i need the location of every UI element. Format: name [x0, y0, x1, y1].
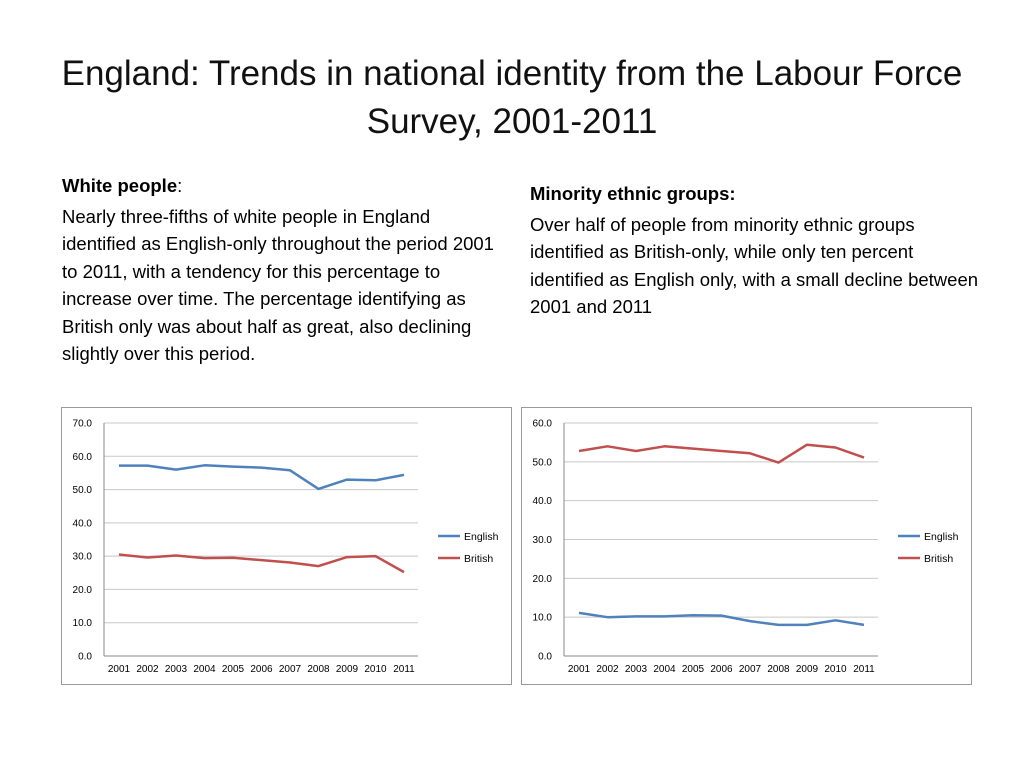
minority-ethnic-column: Minority ethnic groups: Over half of peo… [530, 180, 980, 321]
white-people-heading-line: White people: [62, 172, 502, 200]
minority-ethnic-chart-x-tick-label: 2003 [625, 664, 648, 675]
white-people-column: White people: Nearly three-fifths of whi… [62, 172, 502, 368]
minority-ethnic-heading-line: Minority ethnic groups: [530, 180, 980, 208]
minority-ethnic-chart-y-tick-label: 20.0 [533, 574, 553, 585]
white-people-chart-y-tick-label: 60.0 [73, 452, 93, 463]
minority-ethnic-chart-x-tick-label: 2005 [682, 664, 705, 675]
minority-ethnic-chart-svg: 0.0 10.0 20.0 30.0 40.0 50.0 60.0 2001 2002 2003 2… [533, 419, 959, 676]
white-people-chart-x-tick-label: 2007 [279, 664, 302, 675]
white-people-chart-x-tick-label: 2008 [307, 664, 330, 675]
minority-ethnic-text: Over half of people from minority ethnic… [530, 213, 979, 318]
minority-ethnic-chart-y-tick-label: 50.0 [533, 457, 553, 468]
white-people-heading: White people [62, 175, 178, 196]
white-people-text: Nearly three-fifths of white people in E… [62, 205, 494, 365]
minority-ethnic-chart-x-tick-label: 2011 [853, 664, 875, 675]
white-people-chart-x-tick-label: 2004 [193, 664, 216, 675]
white-people-chart: 0.0 10.0 20.0 30.0 40.0 50.0 60.0 70.0 2001 2002 2… [61, 407, 512, 685]
minority-ethnic-chart-x-tick-label: 2007 [739, 664, 762, 675]
white-people-chart-y-tick-label: 50.0 [73, 485, 93, 496]
white-people-chart-legend-english-label: English [464, 531, 499, 543]
minority-ethnic-chart-y-tick-label: 0.0 [538, 652, 552, 663]
minority-ethnic-chart-y-tick-label: 60.0 [533, 419, 553, 430]
white-people-chart-y-tick-label: 10.0 [73, 618, 93, 629]
white-people-chart-y-tick-label: 40.0 [73, 518, 93, 529]
minority-ethnic-chart-legend-english-label: English [924, 531, 959, 543]
white-people-chart-x-tick-label: 2011 [393, 664, 415, 675]
minority-ethnic-chart-x-tick-label: 2010 [824, 664, 847, 675]
white-people-chart-x-tick-label: 2006 [250, 664, 273, 675]
minority-ethnic-chart-x-tick-label: 2009 [796, 664, 819, 675]
minority-ethnic-heading: Minority ethnic groups: [530, 183, 736, 204]
white-people-chart-y-tick-label: 30.0 [73, 552, 93, 563]
white-people-chart-svg: 0.0 10.0 20.0 30.0 40.0 50.0 60.0 70.0 2001 2002 2… [73, 419, 499, 676]
white-people-chart-x-tick-label: 2003 [165, 664, 188, 675]
white-people-chart-series-british-line [118, 553, 405, 574]
white-people-heading-colon: : [177, 175, 183, 196]
white-people-chart-x-tick-label: 2002 [136, 664, 159, 675]
white-people-chart-y-tick-label: 70.0 [73, 419, 93, 430]
minority-ethnic-chart: 0.0 10.0 20.0 30.0 40.0 50.0 60.0 2001 2002 2003 2… [521, 407, 972, 685]
minority-ethnic-chart-x-tick-label: 2006 [710, 664, 733, 675]
minority-ethnic-chart-series-british-line [578, 443, 865, 464]
white-people-chart-y-tick-label: 20.0 [73, 585, 93, 596]
minority-ethnic-chart-x-tick-label: 2008 [767, 664, 790, 675]
white-people-chart-series-english-line [119, 464, 405, 491]
white-people-chart-x-tick-label: 2005 [222, 664, 245, 675]
white-people-chart-legend-british-label: British [464, 553, 493, 565]
slide-title: England: Trends in national identity fro… [61, 54, 963, 141]
minority-ethnic-chart-x-tick-label: 2002 [596, 664, 619, 675]
minority-ethnic-chart-x-tick-label: 2004 [653, 664, 676, 675]
white-people-chart-x-tick-label: 2010 [364, 664, 387, 675]
minority-ethnic-chart-legend-british-label: British [924, 553, 953, 565]
minority-ethnic-chart-y-tick-label: 30.0 [533, 535, 553, 546]
white-people-chart-x-tick-label: 2009 [336, 664, 359, 675]
minority-ethnic-chart-y-tick-label: 40.0 [533, 496, 553, 507]
minority-ethnic-chart-series-english-line [578, 611, 865, 627]
white-people-chart-x-tick-label: 2001 [108, 664, 131, 675]
white-people-chart-y-tick-label: 0.0 [78, 652, 92, 663]
minority-ethnic-chart-y-tick-label: 10.0 [533, 613, 553, 624]
minority-ethnic-chart-x-tick-label: 2001 [568, 664, 591, 675]
